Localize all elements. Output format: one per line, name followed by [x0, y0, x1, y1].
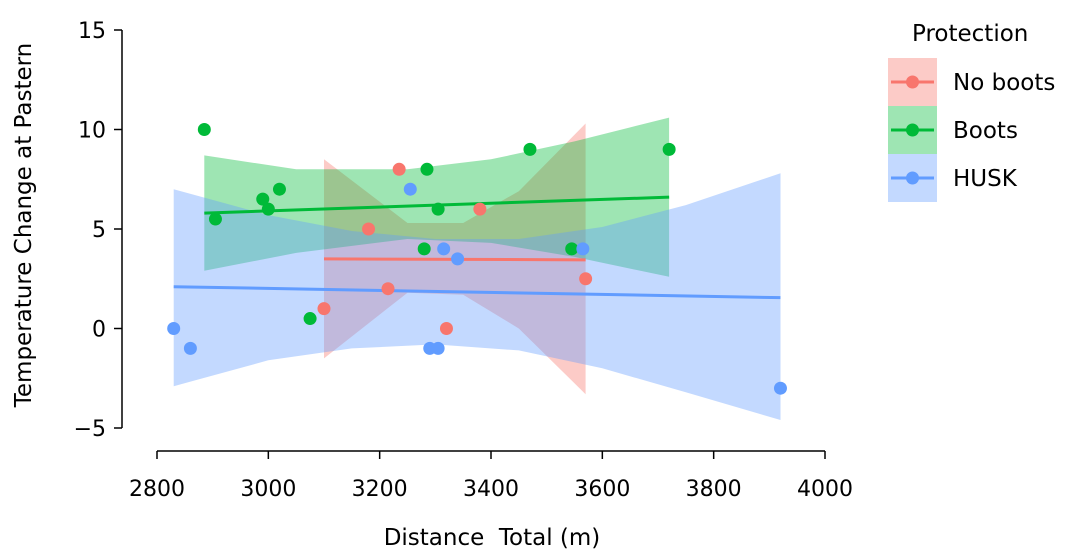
legend-key-dot [906, 75, 919, 89]
data-point-no-boots [381, 282, 395, 296]
fit-line-husk [173, 285, 781, 300]
data-point-husk [576, 242, 590, 256]
data-point-husk [403, 182, 417, 196]
data-point-no-boots [362, 222, 376, 236]
data-point-no-boots [317, 302, 331, 316]
x-tick-label: 3800 [686, 477, 742, 502]
x-tick-label: 3000 [240, 477, 296, 502]
data-point-boots [261, 202, 275, 216]
data-point-husk [183, 341, 197, 355]
x-tick-label: 3600 [574, 477, 630, 502]
y-tick-label: 15 [78, 19, 106, 44]
legend-key-dot [906, 171, 919, 185]
data-point-husk [167, 322, 181, 335]
y-tick-label: −5 [74, 417, 106, 442]
data-point-no-boots [473, 202, 487, 216]
legend-label: Boots [953, 118, 1018, 144]
legend-key-dot [906, 123, 919, 137]
confidence-band-boots [204, 117, 670, 277]
confidence-bands [173, 117, 781, 420]
data-point-husk [431, 341, 445, 355]
data-point-no-boots [579, 272, 593, 286]
x-axis-title: Distance Total (m) [384, 525, 601, 551]
legend: Protection No boots Boots HUSK [888, 21, 1055, 202]
data-point-boots [197, 123, 211, 136]
x-tick-label: 3400 [463, 477, 519, 502]
confidence-band-husk [173, 173, 781, 420]
y-tick-label: 10 [78, 119, 106, 144]
data-point-boots [662, 142, 676, 156]
x-tick-label: 2800 [129, 477, 185, 502]
y-tick-label: 0 [92, 318, 106, 343]
data-point-no-boots [439, 322, 453, 335]
data-point-boots [272, 182, 286, 196]
data-point-boots [431, 202, 445, 216]
data-points [167, 123, 787, 395]
data-point-boots [565, 242, 579, 256]
legend-label: HUSK [953, 166, 1018, 192]
x-tick-label: 3200 [352, 477, 408, 502]
legend-label: No boots [953, 70, 1055, 96]
data-point-no-boots [392, 162, 406, 176]
x-axis: 2800 3000 3200 3400 3600 3800 4000 [129, 450, 853, 502]
data-point-boots [208, 212, 222, 226]
x-tick-label: 4000 [797, 477, 853, 502]
data-point-husk [437, 242, 451, 256]
data-point-husk [451, 252, 465, 266]
y-axis: −5 0 5 10 15 [74, 19, 123, 442]
data-point-boots [523, 142, 537, 156]
data-point-boots [303, 312, 317, 326]
y-axis-title: Temperature Change at Pastern [11, 43, 37, 409]
data-point-boots [420, 162, 434, 176]
data-point-boots [417, 242, 431, 256]
data-point-husk [773, 381, 787, 395]
y-tick-label: 5 [92, 218, 106, 243]
data-point-boots [256, 192, 270, 206]
legend-title: Protection [912, 21, 1028, 47]
